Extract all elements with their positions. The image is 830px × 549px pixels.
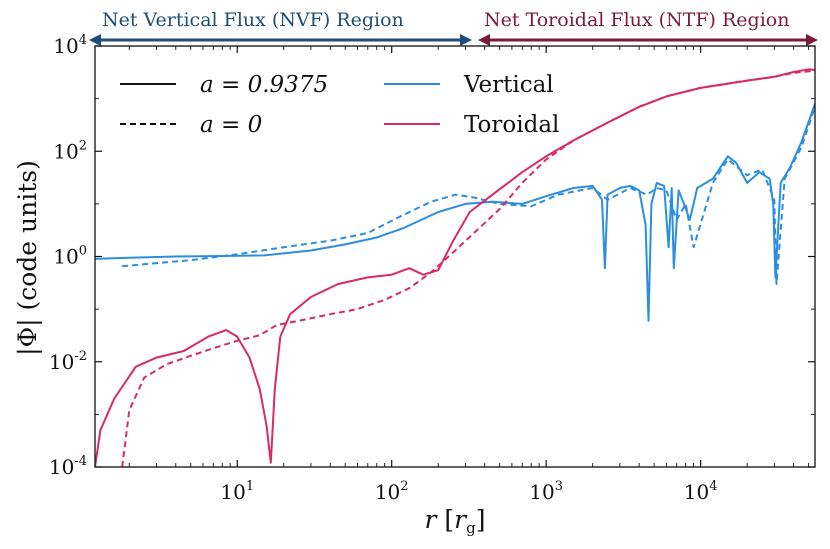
y-tick-label-base: 10 [49, 350, 74, 374]
ntf-region-label: Net Toroidal Flux (NTF) Region [484, 9, 789, 31]
x-axis-title-g: g [466, 519, 476, 537]
x-tick-label-exponent: 3 [555, 479, 563, 494]
legend-vertical-label: Vertical [463, 72, 554, 98]
y-tick-label: 10-2 [49, 349, 87, 374]
x-tick-label-base: 10 [684, 480, 709, 504]
x-tick-label-base: 10 [529, 480, 554, 504]
x-tick-label-base: 10 [375, 480, 400, 504]
ntf-arrow-left-head [478, 34, 490, 46]
svg-text:r [rg]: r [rg] [425, 505, 486, 537]
y-tick-label-exponent: 2 [79, 138, 87, 153]
x-axis-title-bracket-close: ] [476, 505, 486, 534]
x-axis-title-bracket-open: [ [436, 505, 454, 534]
y-tick-label-base: 10 [53, 34, 78, 58]
y-tick-label-exponent: -2 [74, 349, 87, 364]
y-tick-label-base: 10 [53, 139, 78, 163]
x-tick-label-exponent: 1 [246, 479, 254, 494]
nvf-arrow-right-head [460, 34, 472, 46]
x-axis-title-r: r [425, 505, 439, 534]
ntf-region-marker: Net Toroidal Flux (NTF) Region [478, 9, 818, 46]
x-tick-label: 101 [220, 479, 254, 504]
x-tick-label: 103 [529, 479, 563, 504]
ntf-arrow-right-head [806, 34, 818, 46]
y-axis-title: |Φ| (code units) [13, 160, 43, 356]
y-tick-label: 100 [53, 244, 87, 269]
y-tick-label-exponent: 0 [79, 244, 87, 259]
y-tick-label: 10-4 [49, 454, 87, 479]
y-tick-label: 102 [53, 138, 87, 163]
x-tick-label: 104 [684, 479, 718, 504]
legend: a = 0.9375 a = 0 Vertical Toroidal [120, 72, 559, 138]
legend-toroidal-label: Toroidal [464, 112, 559, 138]
y-tick-label-base: 10 [53, 245, 78, 269]
x-tick-label-exponent: 2 [400, 479, 408, 494]
x-tick-label-base: 10 [220, 480, 245, 504]
y-tick-label: 104 [53, 33, 87, 58]
y-tick-label-exponent: 4 [79, 33, 87, 48]
x-axis-title-rg: r [454, 505, 468, 534]
nvf-region-marker: Net Vertical Flux (NVF) Region [89, 9, 472, 46]
nvf-region-label: Net Vertical Flux (NVF) Region [102, 9, 404, 31]
legend-solid-label: a = 0.9375 [200, 72, 328, 98]
series-line-vertical-solid [95, 103, 815, 322]
x-axis-title: r [rg] [425, 505, 486, 537]
series-line-toroidal-dashed [121, 69, 815, 467]
legend-dashed-label: a = 0 [200, 112, 262, 138]
y-tick-label-base: 10 [49, 455, 74, 479]
x-tick-label: 102 [375, 479, 409, 504]
nvf-arrow-left-head [89, 34, 101, 46]
series-layer [95, 68, 815, 467]
y-tick-label-exponent: -4 [74, 454, 87, 469]
x-tick-label-exponent: 4 [709, 479, 717, 494]
